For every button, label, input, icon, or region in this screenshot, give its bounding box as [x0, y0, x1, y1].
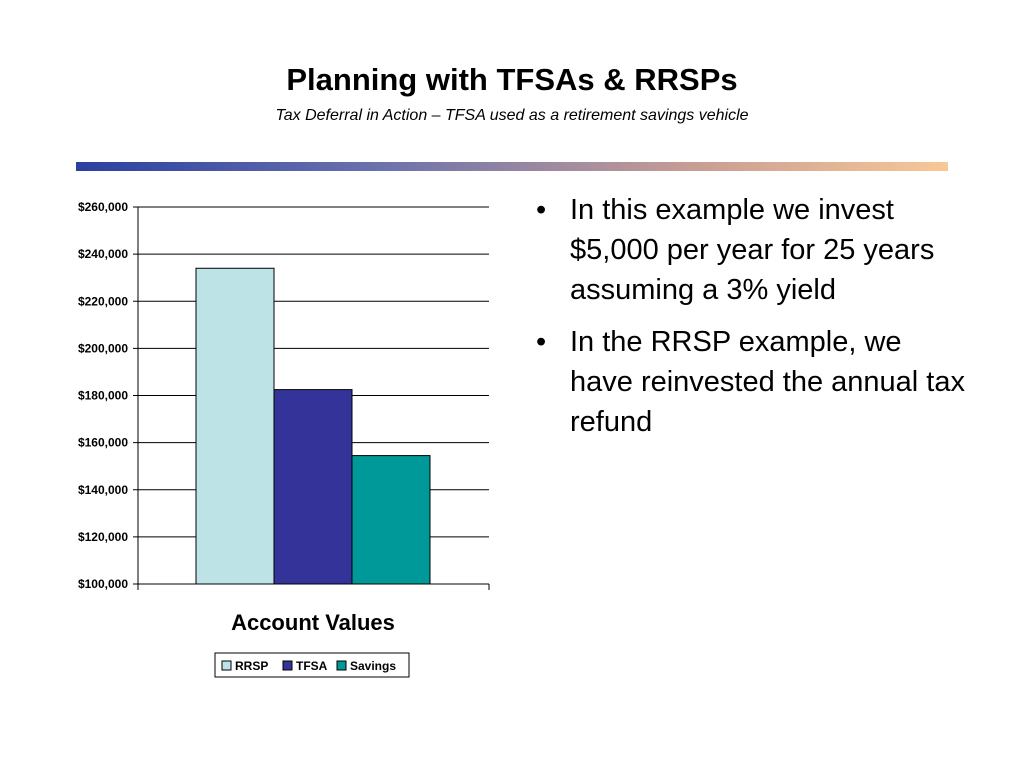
y-tick-label: $260,000 — [78, 200, 128, 214]
y-tick-label: $160,000 — [78, 436, 128, 450]
y-axis: $100,000 $120,000 $140,000 $160,000 $180,000… — [78, 200, 139, 591]
bullet-text: In this example we invest $5,000 per yea… — [570, 194, 935, 306]
legend-box — [214, 652, 410, 678]
y-tick-label: $220,000 — [78, 294, 128, 308]
y-tick-label: $240,000 — [78, 247, 128, 261]
bar-savings — [351, 455, 431, 585]
y-tick-label: $100,000 — [78, 577, 128, 591]
account-values-chart: $100,000 $120,000 $140,000 $160,000 $180,000… — [78, 200, 490, 678]
legend: RRSP TFSA Savings — [214, 652, 410, 678]
slide-title: Planning with TFSAs & RRSPs — [286, 62, 738, 97]
bar-rrsp — [195, 267, 275, 585]
bar-tfsa — [273, 389, 353, 585]
bullet-list: • In this example we invest $5,000 per y… — [530, 190, 970, 454]
x-axis — [138, 583, 490, 590]
legend-label: Savings — [350, 659, 396, 673]
title-divider-bar — [76, 162, 948, 171]
legend-swatch — [221, 660, 232, 671]
bullet-dot-icon: • — [536, 194, 547, 226]
bullet-item: • In this example we invest $5,000 per y… — [530, 190, 970, 310]
y-tick-label: $120,000 — [78, 530, 128, 544]
y-tick-label: $180,000 — [78, 389, 128, 403]
slide-subtitle: Tax Deferral in Action – TFSA used as a … — [275, 107, 749, 124]
y-tick-label: $140,000 — [78, 483, 128, 497]
legend-swatch — [336, 660, 347, 671]
legend-label: RRSP — [235, 659, 268, 673]
y-tick-label: $200,000 — [78, 341, 128, 355]
bullet-dot-icon: • — [536, 326, 547, 358]
x-axis-label: Account Values — [231, 610, 395, 635]
bars — [195, 267, 431, 585]
legend-label: TFSA — [296, 659, 328, 673]
legend-swatch — [282, 660, 293, 671]
bullet-text: In the RRSP example, we have reinvested … — [570, 326, 965, 438]
bullet-item: • In the RRSP example, we have reinveste… — [530, 322, 970, 442]
